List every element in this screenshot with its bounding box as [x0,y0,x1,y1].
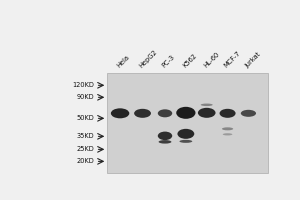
Ellipse shape [159,140,171,144]
FancyBboxPatch shape [107,73,268,173]
Text: HL-60: HL-60 [202,51,220,69]
Ellipse shape [134,109,151,118]
Text: 90KD: 90KD [77,94,94,100]
Ellipse shape [158,109,172,117]
Ellipse shape [201,104,213,106]
Ellipse shape [198,108,215,118]
Ellipse shape [220,109,236,118]
Ellipse shape [176,107,196,119]
Text: 20KD: 20KD [77,158,94,164]
Text: Hela: Hela [116,54,131,69]
Ellipse shape [222,127,233,130]
Ellipse shape [223,133,232,135]
Ellipse shape [111,108,129,118]
Text: K562: K562 [182,52,198,69]
Text: MCF-7: MCF-7 [223,50,242,69]
Text: PC-3: PC-3 [161,54,176,69]
Text: 25KD: 25KD [77,146,94,152]
Ellipse shape [241,110,256,117]
Ellipse shape [179,140,192,143]
Ellipse shape [158,132,172,140]
Text: Jurkat: Jurkat [244,51,262,69]
Text: 120KD: 120KD [73,82,94,88]
Text: 35KD: 35KD [77,133,94,139]
Text: HepG2: HepG2 [138,48,158,69]
Text: 50KD: 50KD [77,115,94,121]
Ellipse shape [177,129,194,139]
